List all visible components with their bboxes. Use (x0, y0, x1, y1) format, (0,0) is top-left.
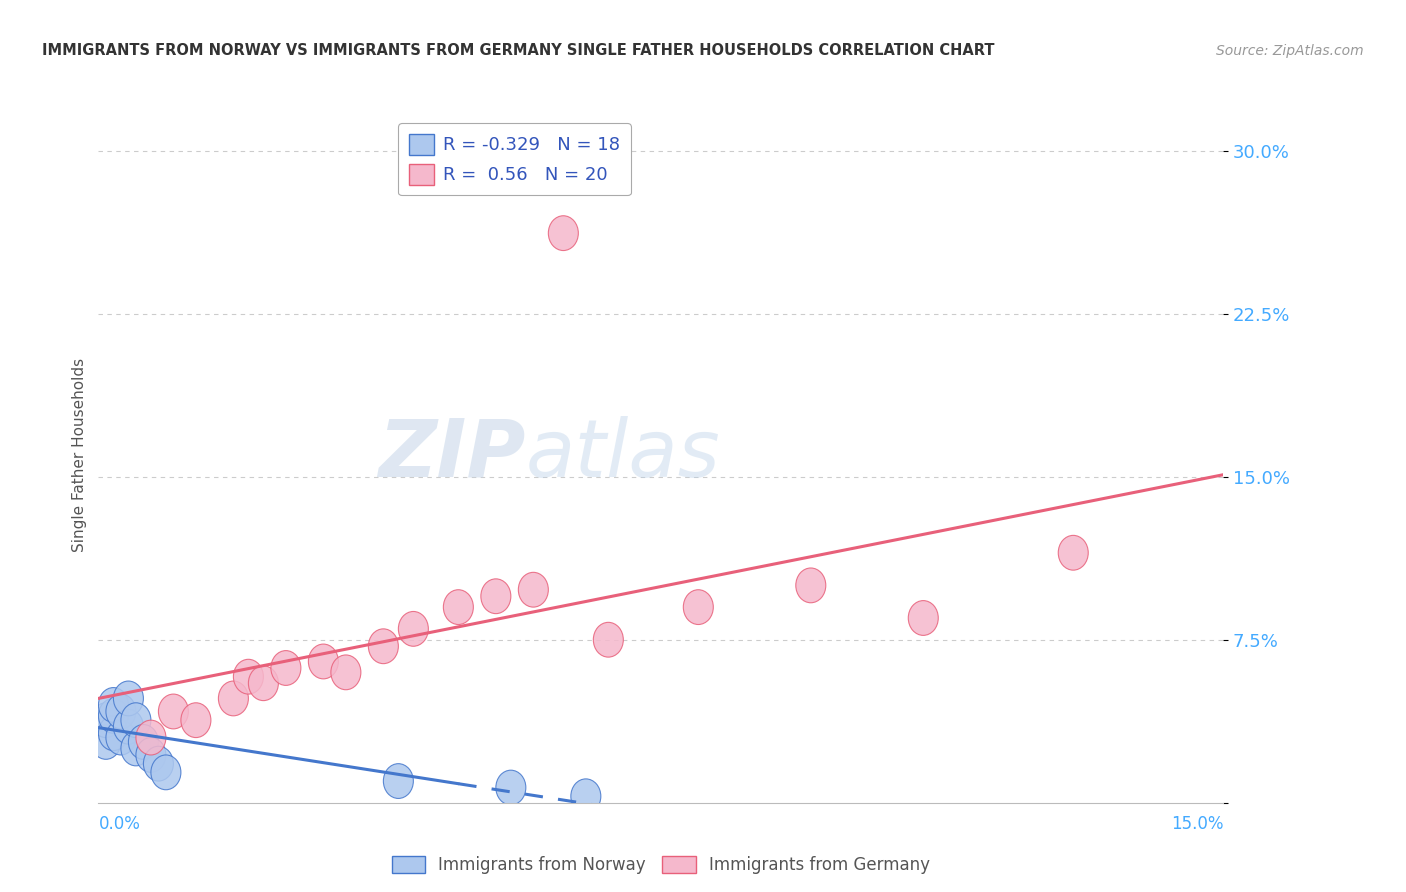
Legend: Immigrants from Norway, Immigrants from Germany: Immigrants from Norway, Immigrants from … (385, 849, 936, 881)
Ellipse shape (91, 724, 121, 759)
Y-axis label: Single Father Households: Single Father Households (72, 358, 87, 552)
Ellipse shape (571, 779, 600, 814)
Text: ZIP: ZIP (378, 416, 526, 494)
Text: 0.0%: 0.0% (98, 815, 141, 833)
Ellipse shape (218, 681, 249, 715)
Ellipse shape (384, 764, 413, 798)
Ellipse shape (114, 681, 143, 715)
Ellipse shape (308, 644, 339, 679)
Ellipse shape (143, 747, 173, 781)
Ellipse shape (121, 703, 150, 738)
Ellipse shape (496, 770, 526, 805)
Ellipse shape (548, 216, 578, 251)
Ellipse shape (136, 720, 166, 755)
Ellipse shape (481, 579, 510, 614)
Ellipse shape (98, 715, 128, 751)
Ellipse shape (121, 731, 150, 766)
Ellipse shape (98, 688, 128, 723)
Ellipse shape (796, 568, 825, 603)
Ellipse shape (443, 590, 474, 624)
Ellipse shape (128, 724, 159, 759)
Ellipse shape (91, 703, 121, 738)
Ellipse shape (593, 623, 623, 657)
Ellipse shape (150, 755, 181, 789)
Ellipse shape (330, 655, 361, 690)
Ellipse shape (114, 709, 143, 744)
Text: atlas: atlas (526, 416, 721, 494)
Ellipse shape (398, 612, 429, 646)
Ellipse shape (368, 629, 398, 664)
Text: IMMIGRANTS FROM NORWAY VS IMMIGRANTS FROM GERMANY SINGLE FATHER HOUSEHOLDS CORRE: IMMIGRANTS FROM NORWAY VS IMMIGRANTS FRO… (42, 43, 994, 58)
Ellipse shape (233, 659, 263, 694)
Ellipse shape (159, 694, 188, 729)
Ellipse shape (519, 573, 548, 607)
Text: 15.0%: 15.0% (1171, 815, 1223, 833)
Ellipse shape (908, 600, 938, 635)
Ellipse shape (271, 650, 301, 685)
Ellipse shape (105, 720, 136, 755)
Ellipse shape (181, 703, 211, 738)
Ellipse shape (136, 738, 166, 772)
Ellipse shape (1059, 535, 1088, 570)
Ellipse shape (683, 590, 713, 624)
Ellipse shape (105, 694, 136, 729)
Ellipse shape (249, 665, 278, 700)
Ellipse shape (98, 698, 128, 733)
Text: Source: ZipAtlas.com: Source: ZipAtlas.com (1216, 44, 1364, 58)
